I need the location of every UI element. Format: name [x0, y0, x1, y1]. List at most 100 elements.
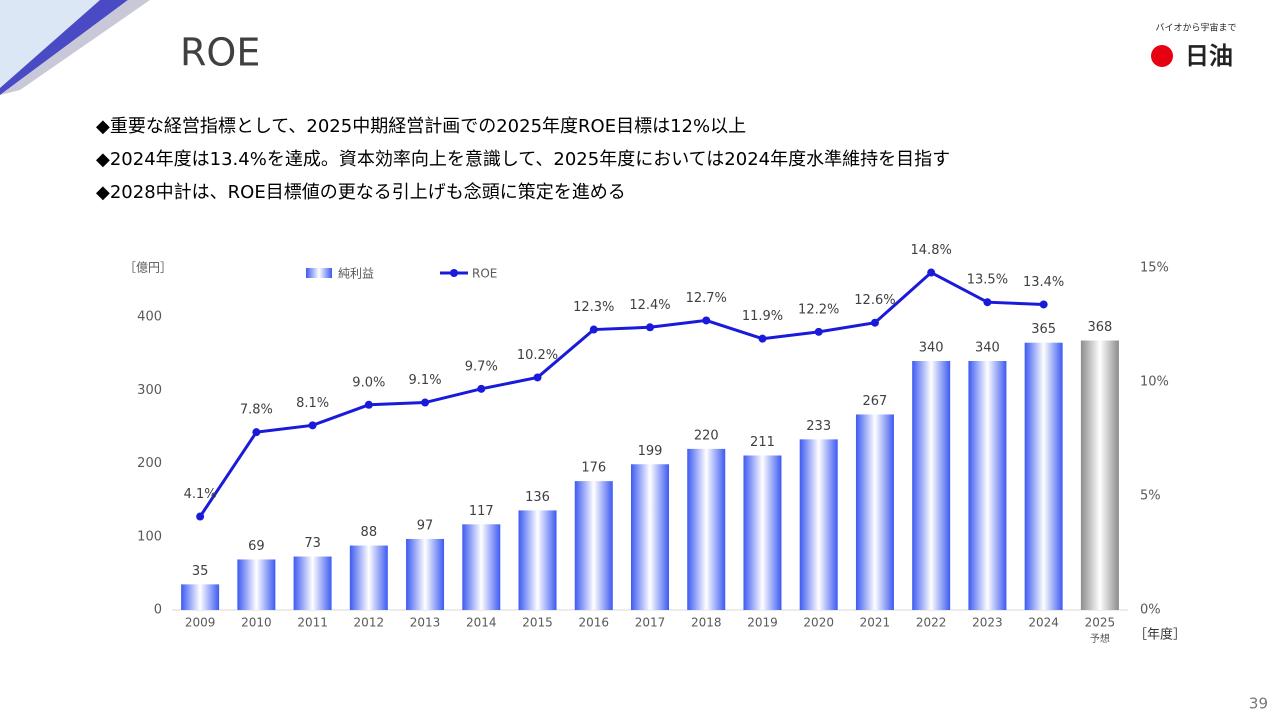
bullet: ◆2024年度は13.4%を達成。資本効率向上を意識して、2025年度においては…: [96, 149, 950, 170]
x-tick-label: 2017: [635, 616, 666, 630]
roe-point: [758, 334, 767, 343]
x-tick-label: 2025: [1085, 616, 1116, 630]
bar: [349, 545, 388, 610]
roe-point: [870, 318, 879, 327]
x-tick-label: 2018: [691, 616, 722, 630]
roe-label: 12.4%: [629, 298, 670, 313]
roe-label: 10.2%: [517, 348, 558, 363]
roe-point: [814, 327, 823, 336]
roe-label: 7.8%: [240, 403, 273, 418]
bar-label: 199: [638, 444, 663, 459]
bar-label: 136: [525, 490, 550, 505]
bar-label: 73: [304, 536, 321, 551]
legend-swatch: [306, 268, 332, 278]
x-tick-label: 2013: [410, 616, 441, 630]
bar: [912, 361, 951, 610]
bar: [1024, 342, 1063, 610]
roe-point: [927, 268, 936, 277]
y2-tick-label: 10%: [1140, 375, 1169, 390]
y2-tick-label: 0%: [1140, 603, 1161, 618]
x-sublabel: 予想: [1090, 632, 1110, 645]
x-tick-label: 2014: [466, 616, 497, 630]
roe-point: [533, 373, 542, 382]
bar: [799, 439, 838, 610]
bar-label: 35: [192, 564, 209, 579]
bar-label: 365: [1031, 322, 1056, 337]
bar-label: 69: [248, 539, 265, 554]
roe-point: [983, 298, 992, 307]
x-tick-label: 2022: [916, 616, 947, 630]
roe-label: 12.6%: [854, 293, 895, 308]
x-tick-label: 2024: [1028, 616, 1059, 630]
x-axis-label: ［年度］: [1134, 627, 1186, 643]
bar: [181, 584, 220, 610]
y2-tick-label: 15%: [1140, 261, 1169, 276]
roe-label: 4.1%: [184, 487, 217, 502]
bar-label: 368: [1087, 320, 1112, 335]
corner-stripe2: [0, 0, 150, 95]
x-tick-label: 2023: [972, 616, 1003, 630]
bar: [237, 559, 276, 610]
x-tick-label: 2009: [185, 616, 216, 630]
bar: [687, 448, 726, 610]
bar: [462, 524, 501, 610]
roe-label: 12.7%: [686, 291, 727, 306]
bar-label: 340: [919, 341, 944, 356]
roe-label: 12.2%: [798, 302, 839, 317]
bar-label: 220: [694, 428, 719, 443]
roe-label: 12.3%: [573, 300, 614, 315]
x-tick-label: 2015: [522, 616, 553, 630]
x-tick-label: 2016: [578, 616, 609, 630]
roe-point: [364, 400, 373, 409]
bar: [406, 538, 445, 610]
bar: [518, 510, 557, 610]
bar: [1080, 340, 1119, 610]
roe-label: 13.4%: [1023, 275, 1064, 290]
bullet: ◆重要な経営指標として、2025中期経営計画での2025年度ROE目標は12%以…: [96, 116, 746, 137]
y-tick-label: 200: [137, 456, 162, 471]
roe-label: 9.0%: [352, 375, 385, 390]
roe-label: 11.9%: [742, 309, 783, 324]
bar: [574, 481, 613, 610]
roe-point: [421, 398, 430, 407]
legend-dot: [450, 269, 458, 277]
bar-label: 267: [863, 394, 888, 409]
roe-point: [308, 421, 317, 430]
roe-label: 9.1%: [409, 373, 442, 388]
y-tick-label: 0: [154, 603, 162, 618]
logo-tagline: バイオから宇宙まで: [1155, 22, 1236, 34]
y-tick-label: 400: [137, 310, 162, 325]
roe-point: [252, 428, 261, 437]
y-tick-label: 300: [137, 383, 162, 398]
x-tick-label: 2012: [354, 616, 385, 630]
x-tick-label: 2011: [297, 616, 328, 630]
page-number: 39: [1249, 695, 1268, 713]
bar: [631, 464, 669, 610]
legend-label: ROE: [472, 267, 497, 281]
bar-label: 88: [361, 525, 378, 540]
bar-label: 97: [417, 518, 434, 533]
bar: [293, 556, 332, 610]
roe-label: 8.1%: [296, 396, 329, 411]
bullet: ◆2028中計は、ROE目標値の更なる引上げも念頭に策定を進める: [96, 181, 626, 203]
bar-label: 211: [750, 435, 775, 450]
roe-point: [1039, 300, 1048, 309]
roe-point: [702, 316, 711, 325]
bar: [855, 414, 894, 610]
title: ROE: [180, 31, 260, 75]
roe-line: [198, 270, 1044, 518]
x-tick-label: 2021: [860, 616, 891, 630]
x-tick-label: 2019: [747, 616, 778, 630]
roe-label: 14.8%: [911, 243, 952, 258]
bar: [968, 361, 1007, 610]
y-tick-label: 100: [137, 529, 162, 544]
x-tick-label: 2010: [241, 616, 272, 630]
roe-point: [589, 325, 598, 334]
y-axis-label: ［億円］: [124, 261, 172, 275]
bar-label: 176: [581, 461, 606, 476]
logo-name: 日油: [1185, 42, 1233, 70]
bar-label: 233: [806, 419, 831, 434]
roe-point: [196, 512, 205, 521]
x-tick-label: 2020: [803, 616, 834, 630]
